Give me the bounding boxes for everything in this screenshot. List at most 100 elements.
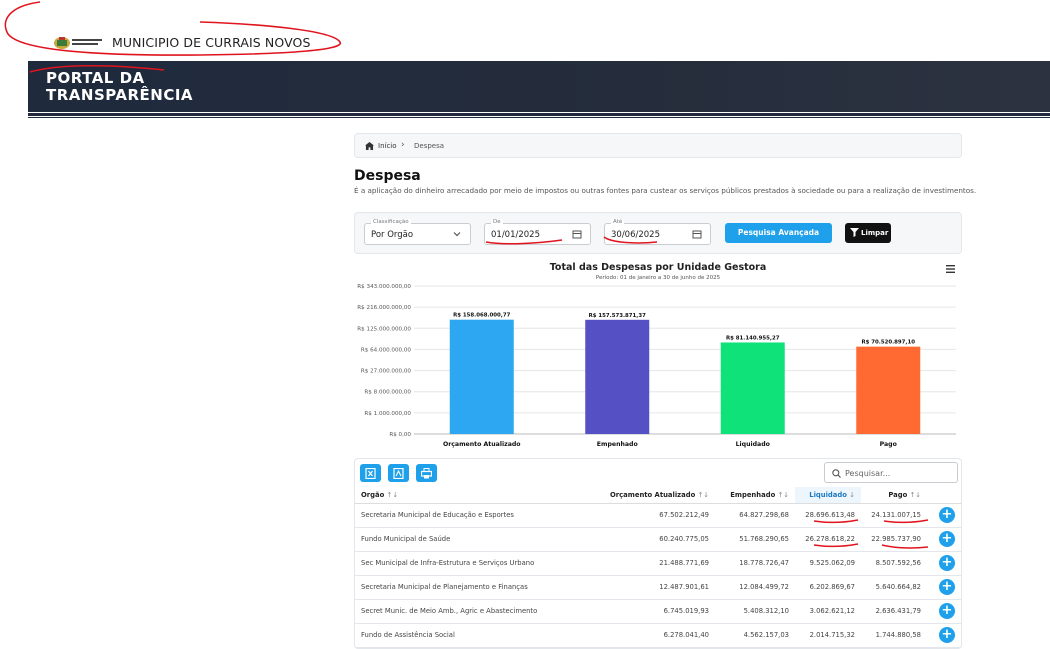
x-tick-label: Orçamento Atualizado: [443, 441, 521, 448]
printer-icon: [421, 468, 432, 479]
cell-orcamento: 6.278.041,40: [595, 623, 715, 648]
x-tick-label: Empenhado: [597, 441, 638, 448]
expand-row-button[interactable]: +: [939, 603, 955, 619]
calendar-icon[interactable]: [692, 229, 702, 239]
portal-title-line2: TRANSPARÊNCIA: [46, 86, 194, 104]
expand-row-button[interactable]: +: [939, 555, 955, 571]
portal-banner: PORTAL DA TRANSPARÊNCIA: [28, 61, 1050, 112]
advanced-search-button[interactable]: Pesquisa Avançada: [725, 223, 832, 243]
cell-pago: 2.636.431,79: [861, 599, 927, 624]
table-row: Secretaria Municipal de Educação e Espor…: [355, 503, 961, 528]
expenses-table: Orgão ↑↓ Orçamento Atualizado ↑↓ Empenha…: [355, 487, 961, 648]
date-to-input[interactable]: Até 30/06/2025: [604, 219, 711, 245]
portal-title-line1: PORTAL DA: [46, 69, 145, 87]
column-header-orcamento[interactable]: Orçamento Atualizado ↑↓: [595, 487, 715, 504]
y-tick-label: R$ 27.000.000,00: [361, 369, 412, 375]
cell-pago: 5.640.664,82: [861, 575, 927, 600]
bar-data-label: R$ 81.140.955,27: [726, 335, 780, 341]
cell-actions: +: [927, 575, 961, 600]
chart-menu-icon[interactable]: [946, 265, 955, 273]
cell-orcamento: 6.745.019,93: [595, 599, 715, 624]
cell-liquidado: 9.525.062,09: [795, 551, 861, 576]
pdf-icon: [393, 468, 404, 479]
column-label: Pago: [888, 490, 908, 499]
search-placeholder: Pesquisar...: [845, 469, 891, 478]
cell-orcamento: 67.502.212,49: [595, 503, 715, 528]
y-tick-label: R$ 1.000.000,00: [364, 411, 411, 417]
column-header-empenhado[interactable]: Empenhado ↑↓: [715, 487, 795, 504]
breadcrumb-current: Despesa: [414, 142, 445, 150]
cell-liquidado: 2.014.715,32: [795, 623, 861, 648]
column-header-orgao[interactable]: Orgão ↑↓: [355, 487, 595, 504]
classificacao-value: Por Orgão: [371, 230, 414, 240]
bar-4[interactable]: [856, 346, 921, 434]
classificacao-select[interactable]: Classificação Por Orgão: [364, 219, 471, 245]
portal-title[interactable]: PORTAL DA TRANSPARÊNCIA: [46, 70, 193, 104]
x-tick-label: Liquidado: [736, 441, 770, 448]
sort-icon: ↑↓: [777, 490, 789, 499]
breadcrumb-home[interactable]: Início: [378, 142, 397, 150]
cell-orgao: Fundo Municipal de Saúde: [355, 527, 595, 552]
cell-empenhado: 5.408.312,10: [715, 599, 795, 624]
cell-orgao: Sec Municipal de Infra-Estrutura e Servi…: [355, 551, 595, 576]
cell-orcamento: 60.240.775,05: [595, 527, 715, 552]
y-tick-label: R$ 125.000.000,00: [357, 326, 411, 332]
y-tick-label: R$ 8.000.000,00: [364, 390, 411, 396]
cell-actions: +: [927, 527, 961, 552]
expand-row-button[interactable]: +: [939, 579, 955, 595]
export-pdf-button[interactable]: [388, 464, 409, 482]
cell-pago: 24.131.007,15: [861, 503, 927, 528]
date-from-label: De: [491, 219, 503, 225]
y-tick-label: R$ 0,00: [389, 432, 411, 438]
classificacao-label: Classificação: [371, 219, 411, 225]
chevron-right-icon: ›: [401, 140, 405, 150]
expand-row-button[interactable]: +: [939, 507, 955, 523]
y-tick-label: R$ 343.000.000,00: [357, 284, 411, 290]
chart-title: Total das Despesas por Unidade Gestora: [549, 262, 767, 273]
expand-row-button[interactable]: +: [939, 531, 955, 547]
top-bar: MUNICIPIO DE CURRAIS NOVOS: [0, 0, 1050, 62]
page-title: Despesa: [354, 168, 421, 184]
cell-pago: 8.507.592,56: [861, 551, 927, 576]
cell-orgao: Fundo de Assistência Social: [355, 623, 595, 648]
bar-1[interactable]: [449, 319, 514, 434]
cell-actions: +: [927, 623, 961, 648]
sort-icon: ↑↓: [909, 490, 921, 499]
cell-actions: +: [927, 599, 961, 624]
banner-divider-thin: [28, 117, 1050, 118]
clear-button[interactable]: Limpar: [845, 223, 891, 243]
bar-data-label: R$ 157.573.871,37: [589, 313, 646, 319]
home-icon[interactable]: [365, 142, 374, 150]
column-label: Orgão: [361, 490, 385, 499]
date-from-input[interactable]: De 01/01/2025: [484, 219, 591, 245]
bar-3[interactable]: [720, 342, 785, 434]
excel-icon: [365, 468, 376, 479]
cell-liquidado: 26.278.618,22: [795, 527, 861, 552]
clear-button-label: Limpar: [861, 229, 889, 237]
table-row: Secret Munic. de Meio Amb., Agric e Abas…: [355, 599, 961, 624]
cell-empenhado: 18.778.726,47: [715, 551, 795, 576]
cell-empenhado: 64.827.298,68: [715, 503, 795, 528]
expand-row-button[interactable]: +: [939, 627, 955, 643]
cell-pago: 22.985.737,90: [861, 527, 927, 552]
calendar-icon[interactable]: [572, 229, 582, 239]
export-excel-button[interactable]: [360, 464, 381, 482]
chevron-down-icon: [453, 232, 461, 237]
municipality-logo[interactable]: [52, 34, 104, 51]
cell-liquidado: 3.062.621,12: [795, 599, 861, 624]
cell-liquidado: 6.202.869,67: [795, 575, 861, 600]
filter-clear-icon: [850, 228, 859, 237]
table-search-input[interactable]: Pesquisar...: [824, 462, 958, 483]
table-row: Fundo Municipal de Saúde 60.240.775,05 51.…: [355, 527, 961, 552]
cell-actions: +: [927, 551, 961, 576]
cell-orcamento: 12.487.901,61: [595, 575, 715, 600]
print-button[interactable]: [416, 464, 437, 482]
column-header-liquidado[interactable]: Liquidado ↓: [795, 487, 861, 504]
cell-orgao: Secret Munic. de Meio Amb., Agric e Abas…: [355, 599, 595, 624]
cell-empenhado: 4.562.157,03: [715, 623, 795, 648]
bar-2[interactable]: [585, 319, 650, 434]
column-header-pago[interactable]: Pago ↑↓: [861, 487, 927, 504]
municipality-name[interactable]: MUNICIPIO DE CURRAIS NOVOS: [112, 35, 311, 50]
sort-icon: ↑↓: [386, 490, 399, 499]
cell-empenhado: 51.768.290,65: [715, 527, 795, 552]
